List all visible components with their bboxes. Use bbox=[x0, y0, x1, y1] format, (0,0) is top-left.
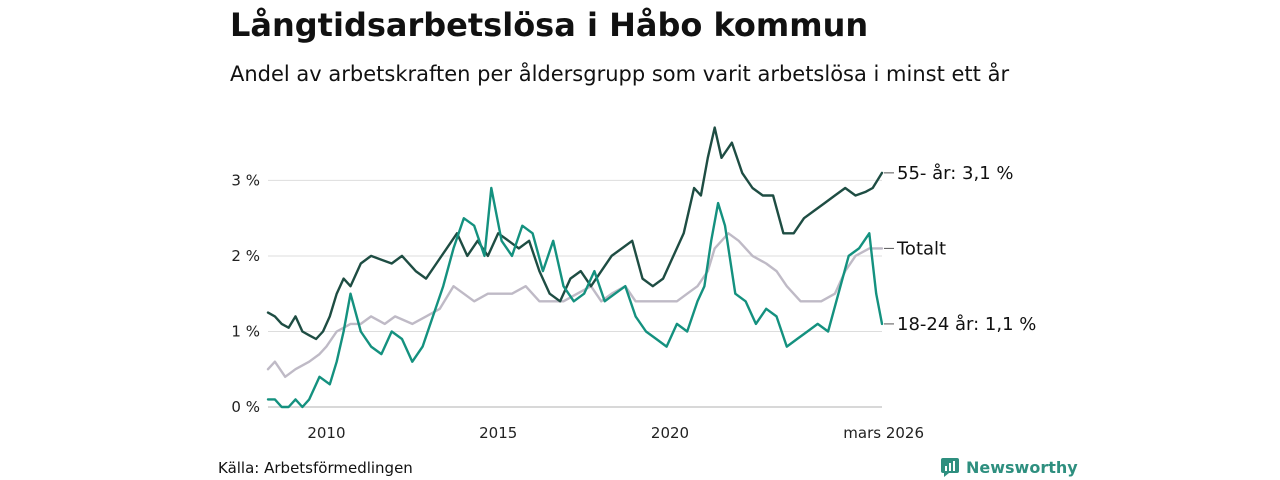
x-tick-label: 2020 bbox=[651, 424, 689, 442]
series-end-labels: Totalt 55- år: 3,1 % 18-24 år: 1,1 % bbox=[884, 163, 1036, 335]
x-tick-label: 2015 bbox=[479, 424, 517, 442]
x-axis-ticks: 2010 2015 2020 mars 2026 bbox=[307, 424, 924, 442]
gridlines bbox=[268, 179, 882, 408]
x-tick-label: mars 2026 bbox=[843, 424, 924, 442]
chart-subtitle: Andel av arbetskraften per åldersgrupp s… bbox=[230, 62, 1010, 86]
series-line-55-r bbox=[266, 126, 884, 341]
source-credit: Källa: Arbetsförmedlingen bbox=[218, 459, 413, 477]
y-tick-label: 1 % bbox=[231, 322, 260, 340]
series-end-label: Totalt bbox=[896, 238, 946, 259]
y-tick-label: 3 % bbox=[231, 171, 260, 189]
y-tick-label: 0 % bbox=[231, 398, 260, 416]
series-line-totalt bbox=[266, 232, 884, 378]
chart-title: Långtidsarbetslösa i Håbo kommun bbox=[230, 6, 869, 44]
brand-logo[interactable]: Newsworthy bbox=[940, 456, 1078, 478]
newsworthy-logo-icon bbox=[941, 458, 959, 477]
series-end-label: 18-24 år: 1,1 % bbox=[897, 314, 1036, 335]
y-tick-label: 2 % bbox=[231, 247, 260, 265]
brand-name: Newsworthy bbox=[966, 457, 1078, 477]
y-axis-ticks: 0 % 1 % 2 % 3 % bbox=[231, 171, 260, 416]
series-end-label: 55- år: 3,1 % bbox=[897, 163, 1013, 184]
series-line-18-24-r bbox=[266, 186, 884, 409]
series-lines bbox=[266, 126, 884, 409]
x-tick-label: 2010 bbox=[307, 424, 345, 442]
